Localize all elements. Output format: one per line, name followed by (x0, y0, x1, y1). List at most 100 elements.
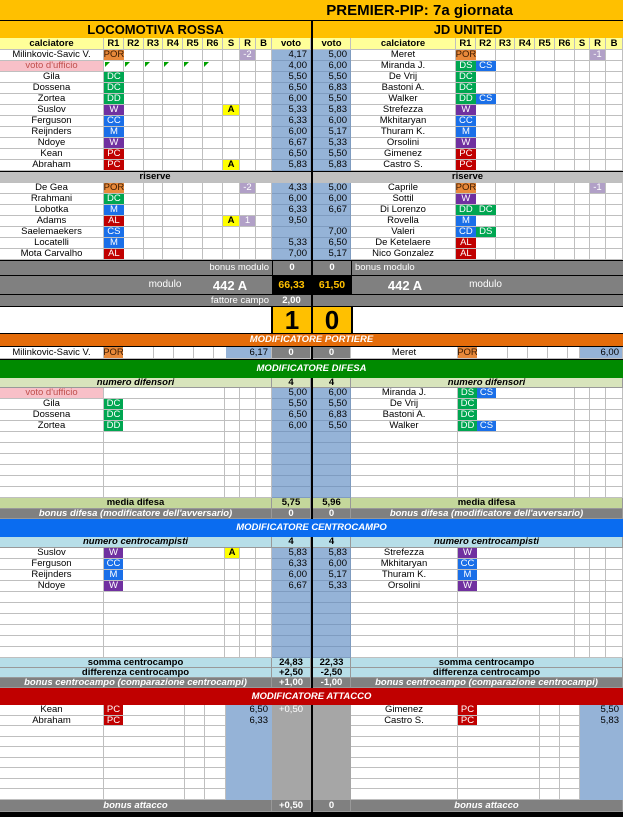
player-name[interactable]: De Vrij (351, 72, 456, 83)
player-voto: 6,00 (313, 559, 351, 570)
empty-cell (351, 625, 458, 636)
grid-cell (575, 603, 590, 614)
rating-mod-cell (590, 238, 606, 249)
player-name[interactable]: Lobotka (0, 205, 104, 216)
grid-cell (590, 476, 606, 487)
substitution-cell (575, 138, 590, 149)
role-badge-cc: CC (104, 559, 123, 569)
grid-cell (256, 410, 272, 421)
grid-cell (590, 548, 606, 559)
player-name[interactable]: Mkhitaryan (351, 116, 456, 127)
grid-cell (205, 747, 226, 758)
away-differenza-centrocampo: -2,50 (313, 668, 351, 678)
role-cell (203, 83, 223, 94)
role-cell (203, 116, 223, 127)
grid-cell (540, 778, 560, 789)
player-name[interactable]: Rovella (351, 216, 456, 227)
grid-cell (606, 614, 623, 625)
player-name[interactable]: Locatelli (0, 238, 104, 249)
grid-cell (240, 614, 256, 625)
away-numero-centrocampisti-label: numero centrocampisti (351, 537, 623, 548)
player-name[interactable]: Valeri (351, 227, 456, 238)
player-name[interactable]: Ferguson (0, 116, 104, 127)
player-voto: 4,17 (272, 50, 311, 61)
voto-cell (272, 592, 311, 603)
grid-cell (240, 647, 256, 658)
player-name[interactable]: Kean (0, 149, 104, 160)
player-name[interactable]: Ndoye (0, 138, 104, 149)
role-badge-cc: CC (456, 116, 476, 126)
rating-mod-cell (590, 61, 606, 72)
grid-cell (575, 548, 590, 559)
grid-cell (590, 487, 606, 498)
player-name[interactable]: Saelemaekers (0, 227, 104, 238)
attack-mod-cell (313, 726, 351, 737)
role-badge-cs: CS (104, 227, 124, 237)
grid-cell (225, 410, 240, 421)
role-cell (104, 581, 225, 592)
bonus-cell (256, 183, 272, 194)
rating-mod-cell: 1 (240, 216, 256, 227)
away-numero-centrocampisti: 4 (313, 537, 351, 548)
voto-cell (313, 603, 351, 614)
grid-cell (560, 768, 580, 779)
substitution-cell: A (223, 160, 240, 171)
player-name[interactable]: Zortea (0, 94, 104, 105)
substitution-cell: A (223, 105, 240, 116)
rating-mod-cell (240, 61, 256, 72)
player-name[interactable]: Sottil (351, 194, 456, 205)
player-name[interactable]: Milinkovic-Savic V. (0, 50, 104, 61)
home-numero-centrocampisti-label: numero centrocampisti (0, 537, 272, 548)
role-cell (104, 476, 225, 487)
away-numero-difensori: 4 (313, 378, 351, 388)
voto-ufficio-label: voto d'ufficio (0, 388, 104, 399)
role-cell (123, 227, 144, 238)
role-cell (183, 50, 203, 61)
role-cell (203, 127, 223, 138)
player-name[interactable]: Abraham (0, 160, 104, 171)
grid-cell (606, 581, 623, 592)
voto-cell (272, 443, 311, 454)
player-name[interactable]: Thuram K. (351, 127, 456, 138)
home-goalkeeper-mod: 0 (272, 347, 311, 359)
player-name[interactable]: Suslov (0, 105, 104, 116)
role-cell (104, 61, 124, 72)
role-cell (475, 50, 496, 61)
player-name[interactable]: Miranda J. (351, 61, 456, 72)
bonus-cell (606, 127, 623, 138)
player-name[interactable]: Reijnders (0, 127, 104, 138)
player-name[interactable]: Dossena (0, 83, 104, 94)
player-name[interactable]: Meret (351, 50, 456, 61)
substitution-cell (575, 227, 590, 238)
role-badge-al: AL (104, 249, 124, 259)
player-name[interactable]: De Ketelaere (351, 238, 456, 249)
bonus-cell (606, 183, 623, 194)
player-name: Bastoni A. (351, 410, 458, 421)
player-name[interactable]: Rrahmani (0, 194, 104, 205)
player-name[interactable]: Strefezza (351, 105, 456, 116)
player-name[interactable]: Walker (351, 94, 456, 105)
empty-cell (0, 726, 104, 737)
player-name[interactable]: Mota Carvalho (0, 249, 104, 260)
col-header-r6: R6 (555, 38, 575, 50)
role-cell (203, 205, 223, 216)
player-voto: 6,33 (272, 205, 311, 216)
role-badge-w: W (104, 581, 123, 591)
col-header-r3: R3 (143, 38, 164, 50)
role-cell (458, 410, 575, 421)
player-name[interactable]: Di Lorenzo (351, 205, 456, 216)
grid-cell (256, 548, 272, 559)
player-name[interactable]: Caprile (351, 183, 456, 194)
voto-cell (313, 454, 351, 465)
player-name[interactable]: Nico Gonzalez (351, 249, 456, 260)
role-cell (555, 183, 575, 194)
role-cell (143, 194, 164, 205)
player-name[interactable]: De Gea (0, 183, 104, 194)
grid-cell (575, 625, 590, 636)
player-name[interactable]: Gila (0, 72, 104, 83)
player-name[interactable]: Gimenez (351, 149, 456, 160)
player-name[interactable]: Castro S. (351, 160, 456, 171)
player-name[interactable]: Bastoni A. (351, 83, 456, 94)
player-name[interactable]: Adams (0, 216, 104, 227)
player-name[interactable]: Orsolini (351, 138, 456, 149)
